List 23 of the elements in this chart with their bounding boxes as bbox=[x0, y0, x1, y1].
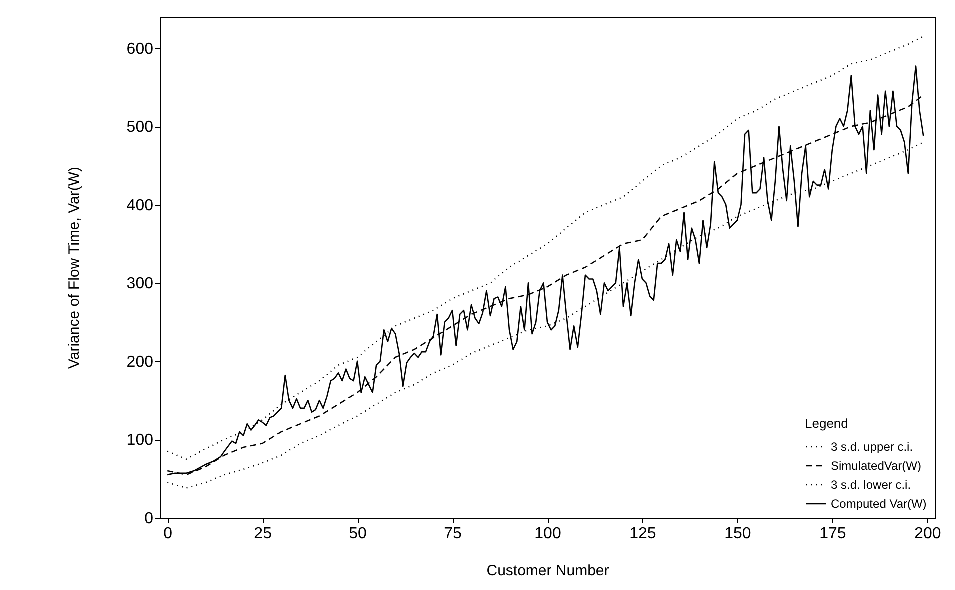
x-tick-label: 75 bbox=[444, 526, 462, 542]
legend-label: SimulatedVar(W) bbox=[831, 459, 922, 473]
x-tick-label: 0 bbox=[164, 526, 173, 542]
x-tick-label: 25 bbox=[254, 526, 272, 542]
legend-label: Computed Var(W) bbox=[831, 497, 927, 511]
x-tick-label: 100 bbox=[534, 526, 562, 542]
legend-label: 3 s.d. lower c.i. bbox=[831, 478, 912, 492]
x-tick-label: 50 bbox=[349, 526, 368, 542]
y-tick-label: 500 bbox=[126, 119, 154, 136]
x-axis-title: Customer Number bbox=[486, 562, 610, 580]
y-axis-title: Variance of Flow Time, Var(W) bbox=[66, 167, 83, 369]
y-tick-label: 300 bbox=[126, 276, 154, 293]
x-tick-label: 125 bbox=[630, 526, 656, 542]
legend-title: Legend bbox=[805, 416, 848, 431]
x-tick-label: 200 bbox=[914, 526, 942, 542]
y-tick-label: 0 bbox=[144, 510, 154, 528]
x-tick-label: 175 bbox=[820, 526, 846, 542]
y-tick-label: 600 bbox=[126, 40, 154, 58]
y-tick-label: 100 bbox=[126, 432, 154, 450]
y-tick-label: 400 bbox=[126, 197, 154, 214]
y-tick-label: 200 bbox=[126, 354, 154, 371]
x-tick-label: 150 bbox=[724, 526, 752, 542]
legend-label: 3 s.d. upper c.i. bbox=[831, 440, 914, 454]
